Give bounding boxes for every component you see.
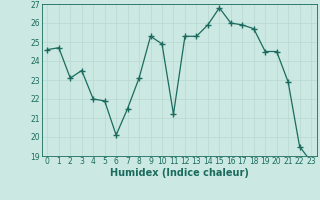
X-axis label: Humidex (Indice chaleur): Humidex (Indice chaleur)	[110, 168, 249, 178]
